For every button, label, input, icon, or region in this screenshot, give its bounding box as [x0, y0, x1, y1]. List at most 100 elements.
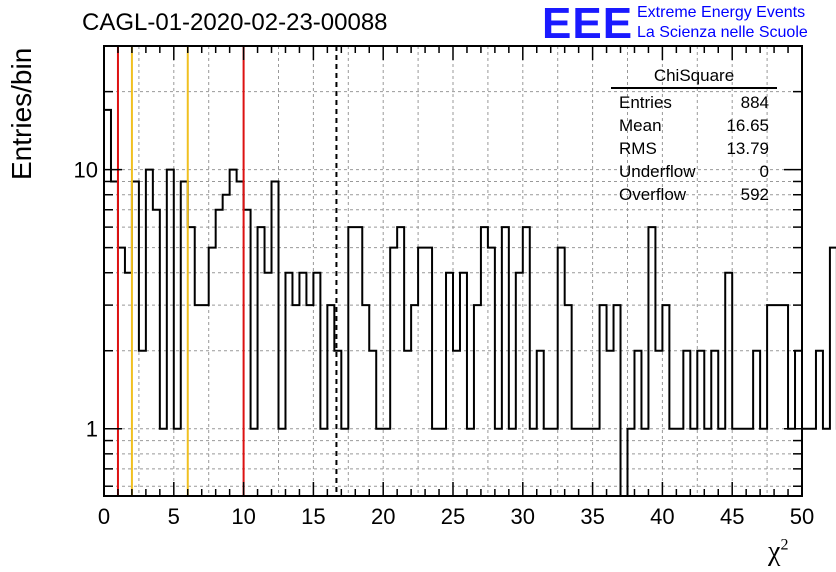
- histogram-bin: [565, 305, 572, 496]
- stats-row-mean: Mean 16.65: [611, 114, 777, 137]
- histogram-bin: [174, 429, 181, 496]
- x-tick-label: 5: [168, 504, 180, 529]
- y-tick-label: 10: [74, 158, 98, 183]
- histogram-bin: [544, 429, 551, 496]
- stats-label: Overflow: [619, 185, 687, 204]
- x-axis-label-chi: χ: [768, 536, 781, 567]
- histogram-bin: [146, 170, 153, 496]
- histogram-bin: [383, 429, 390, 496]
- x-tick-label: 20: [371, 504, 395, 529]
- histogram-bin: [530, 429, 537, 496]
- histogram-bin: [683, 351, 690, 496]
- histogram-bin: [816, 351, 823, 496]
- histogram-bin: [607, 351, 614, 496]
- histogram-bin: [551, 429, 558, 496]
- histogram-bin: [718, 429, 725, 496]
- histogram-bin: [676, 429, 683, 496]
- histogram-bin: [725, 273, 732, 496]
- histogram-bin: [648, 227, 655, 496]
- histogram-bin: [460, 273, 467, 496]
- histogram-bin: [418, 248, 425, 496]
- x-tick-label: 50: [790, 504, 814, 529]
- histogram-bin: [488, 248, 495, 496]
- histogram-bin: [781, 305, 788, 496]
- histogram-bin: [397, 227, 404, 496]
- stats-value: 884: [740, 93, 769, 112]
- stats-row-underflow: Underflow 0: [611, 160, 777, 183]
- histogram-bin: [279, 429, 286, 496]
- histogram-bin: [132, 181, 139, 496]
- histogram-bin: [376, 429, 383, 496]
- histogram-bin: [697, 351, 704, 496]
- tagline-la-scienza: La Scienza nelle Scuole: [637, 24, 808, 41]
- eee-logo: EEE: [542, 0, 634, 48]
- histogram-bin: [411, 305, 418, 496]
- histogram-bin: [523, 227, 530, 496]
- x-tick-label: 45: [720, 504, 744, 529]
- histogram-bin: [600, 305, 607, 496]
- histogram-bin: [558, 248, 565, 496]
- histogram-bin: [760, 429, 767, 496]
- histogram-bin: [237, 181, 244, 496]
- stats-value: 16.65: [726, 116, 769, 135]
- histogram-bin: [802, 429, 809, 496]
- histogram-bin: [313, 273, 320, 496]
- x-tick-label: 30: [511, 504, 535, 529]
- histogram-bin: [299, 273, 306, 496]
- histogram-bin: [830, 248, 836, 496]
- histogram-bin: [628, 429, 635, 496]
- stats-label: Entries: [619, 93, 672, 112]
- histogram-bin: [669, 429, 676, 496]
- stats-value: 13.79: [726, 139, 769, 158]
- histogram-bin: [809, 429, 816, 496]
- histogram-bin: [265, 273, 272, 496]
- x-tick-label: 40: [650, 504, 674, 529]
- histogram-bin: [579, 429, 586, 496]
- histogram-bin: [767, 305, 774, 496]
- histogram-bin: [537, 351, 544, 496]
- histogram-bin: [348, 227, 355, 496]
- histogram-bin: [355, 227, 362, 496]
- stats-box-title: ChiSquare: [611, 66, 777, 89]
- histogram-bin: [202, 305, 209, 496]
- histogram-bin: [704, 429, 711, 496]
- stats-row-rms: RMS 13.79: [611, 137, 777, 160]
- histogram-bin: [390, 248, 397, 496]
- histogram-bin: [341, 429, 348, 496]
- histogram-bin: [495, 429, 502, 496]
- histogram-bin: [160, 429, 167, 496]
- histogram-bin: [153, 210, 160, 496]
- histogram-bin: [614, 305, 621, 496]
- stats-value: 0: [759, 162, 769, 181]
- histogram-bin: [404, 351, 411, 496]
- histogram-bin: [690, 429, 697, 496]
- histogram-bin: [453, 351, 460, 496]
- histogram-bin: [593, 429, 600, 496]
- histogram-bin: [195, 305, 202, 496]
- tagline-extreme-energy-events: Extreme Energy Events: [637, 4, 806, 21]
- x-tick-label: 10: [231, 504, 255, 529]
- histogram-bin: [572, 429, 579, 496]
- histogram-bin: [795, 351, 802, 496]
- histogram-bin: [753, 351, 760, 496]
- histogram-bin: [181, 181, 188, 496]
- histogram-bin: [320, 429, 327, 496]
- histogram-bin: [111, 181, 118, 496]
- histogram-bin: [641, 429, 648, 496]
- histogram-bin: [662, 305, 669, 496]
- histogram-bin: [285, 273, 292, 496]
- histogram-bin: [586, 429, 593, 496]
- histogram-bin: [188, 227, 195, 496]
- histogram-bin: [244, 210, 251, 496]
- histogram-bin: [732, 429, 739, 496]
- histogram-bin: [634, 351, 641, 496]
- histogram-bin: [230, 170, 237, 496]
- histogram-bin: [369, 351, 376, 496]
- x-tick-label: 35: [580, 504, 604, 529]
- histogram-bin: [474, 305, 481, 496]
- stats-box: ChiSquare Entries 884 Mean 16.65 RMS 13.79 …: [611, 66, 777, 206]
- stats-value: 592: [740, 185, 769, 204]
- histogram-bin: [292, 305, 299, 496]
- histogram-bin: [439, 429, 446, 496]
